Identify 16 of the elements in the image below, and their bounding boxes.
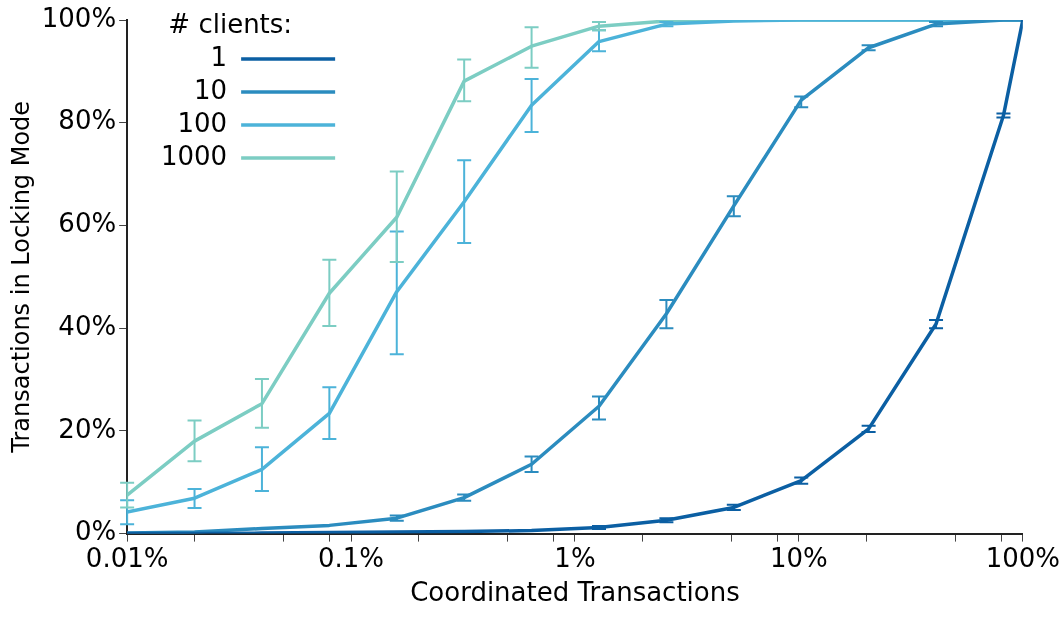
- x-tick-label: 0.1%: [318, 542, 385, 573]
- y-tick-label: 80%: [58, 105, 117, 136]
- legend-label: 100: [177, 107, 228, 138]
- legend-label: 10: [194, 74, 228, 105]
- y-tick-label: 40%: [58, 310, 117, 341]
- legend-title: # clients:: [168, 8, 293, 39]
- y-tick-label: 100%: [41, 2, 117, 33]
- x-tick-label: 100%: [985, 542, 1061, 573]
- x-tick-label: 10%: [770, 542, 828, 573]
- legend-label: 1000: [160, 140, 228, 171]
- y-tick-label: 20%: [58, 413, 117, 444]
- y-tick-label: 60%: [58, 208, 117, 239]
- x-axis-title: Coordinated Transactions: [410, 577, 740, 608]
- legend-label: 1: [210, 41, 228, 72]
- y-axis-title: Transactions in Locking Mode: [6, 100, 35, 454]
- x-tick-label: 1%: [554, 542, 596, 573]
